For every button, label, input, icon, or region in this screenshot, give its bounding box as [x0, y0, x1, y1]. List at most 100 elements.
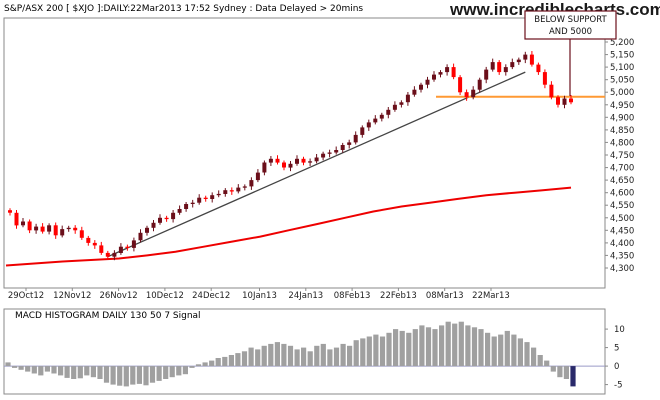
candle-body: [177, 209, 182, 213]
macd-bar: [110, 366, 116, 385]
y-tick-label: 4,800: [610, 138, 634, 148]
candle-body: [8, 210, 12, 213]
candle-body: [145, 227, 149, 233]
macd-bar: [163, 366, 169, 379]
candle-body: [99, 245, 104, 253]
macd-bar: [485, 332, 491, 367]
macd-y-tick-label: -5: [614, 381, 622, 391]
macd-bar: [366, 336, 372, 367]
macd-bar: [202, 362, 208, 367]
macd-bar: [399, 330, 405, 367]
candle-body: [236, 187, 241, 192]
candle-body: [21, 221, 25, 226]
macd-bar: [195, 364, 202, 367]
x-tick-label: 10Jan13: [242, 291, 277, 301]
candle-body: [184, 204, 189, 209]
candle-body: [490, 62, 495, 70]
candle-body: [210, 195, 215, 199]
macd-bar: [248, 347, 254, 367]
macd-bar: [504, 330, 510, 367]
macd-bar: [58, 366, 64, 376]
candle-body: [556, 97, 560, 105]
macd-bar: [432, 329, 438, 367]
x-tick-label: 22Mar13: [472, 291, 510, 301]
candle-body: [197, 197, 202, 203]
macd-bar: [51, 366, 57, 374]
macd-bar: [235, 353, 241, 367]
candle-body: [151, 222, 156, 228]
candle-body: [392, 104, 397, 110]
macd-bar: [294, 349, 300, 367]
macd-bar: [215, 358, 221, 367]
macd-bar: [333, 347, 340, 367]
x-tick-label: 24Jan13: [288, 291, 323, 301]
candle-body: [242, 186, 247, 188]
macd-bar: [130, 366, 136, 385]
candle-body: [549, 84, 554, 98]
macd-bar: [393, 329, 399, 367]
macd-bar: [176, 366, 182, 376]
macd-bar: [465, 325, 471, 367]
candle-body: [536, 64, 541, 73]
macd-bar: [524, 342, 530, 367]
macd-bar: [84, 366, 90, 376]
candle-body: [66, 227, 71, 230]
macd-bar: [353, 340, 359, 367]
candle-body: [314, 157, 319, 162]
macd-bar: [18, 366, 24, 370]
macd-bar: [544, 360, 550, 367]
macd-bar: [169, 366, 175, 378]
candle-body: [373, 118, 378, 123]
macd-bar: [478, 329, 484, 367]
macd-bar: [209, 360, 215, 367]
candle-body: [360, 127, 365, 135]
macd-bar: [287, 345, 294, 367]
macd-bar: [261, 345, 267, 367]
macd-bar: [511, 334, 517, 367]
macd-bar: [77, 366, 83, 379]
y-tick-label: 5,000: [610, 88, 634, 98]
candle-body: [14, 212, 19, 226]
y-tick-label: 4,950: [610, 101, 634, 111]
candle-body: [73, 227, 78, 231]
y-tick-label: 4,900: [610, 113, 634, 123]
y-tick-label: 4,400: [610, 239, 634, 249]
candle-body: [458, 77, 463, 93]
y-tick-label: 4,500: [610, 214, 634, 224]
candle-body: [386, 109, 391, 115]
macd-bar: [241, 351, 248, 367]
candle-body: [503, 67, 508, 73]
candle-body: [569, 98, 573, 103]
x-tick-label: 08Feb13: [334, 291, 371, 301]
macd-bar: [12, 366, 18, 368]
macd-bar: [314, 345, 320, 367]
macd-bar: [439, 325, 445, 367]
candle-body: [216, 193, 221, 196]
macd-bar: [537, 355, 543, 367]
candle-body: [523, 54, 528, 60]
macd-bar: [419, 325, 425, 367]
candle-body: [347, 142, 352, 145]
macd-bar: [563, 366, 569, 379]
macd-bar: [386, 332, 392, 367]
x-tick-label: 12Nov12: [53, 291, 91, 301]
candle-body: [138, 232, 143, 241]
macd-bar: [44, 366, 50, 372]
annotation-line-1: BELOW SUPPORT: [534, 15, 607, 25]
candle-body: [229, 190, 234, 192]
candle-body: [497, 62, 502, 73]
candle-body: [47, 225, 52, 232]
candle-body: [288, 163, 293, 168]
chart-title: S&P/ASX 200 [ $XJO ]:DAILY:22Mar2013 17:…: [4, 4, 363, 14]
candle-body: [268, 158, 273, 163]
candle-body: [249, 180, 254, 187]
price-panel: [3, 17, 606, 289]
candle-body: [419, 84, 423, 90]
candle-body: [484, 69, 489, 80]
macd-bar: [491, 336, 497, 367]
macd-bar: [274, 342, 280, 367]
macd-bar: [103, 366, 110, 383]
candle-body: [86, 237, 91, 243]
y-tick-label: 4,600: [610, 189, 634, 199]
x-tick-label: 10Dec12: [146, 291, 184, 301]
